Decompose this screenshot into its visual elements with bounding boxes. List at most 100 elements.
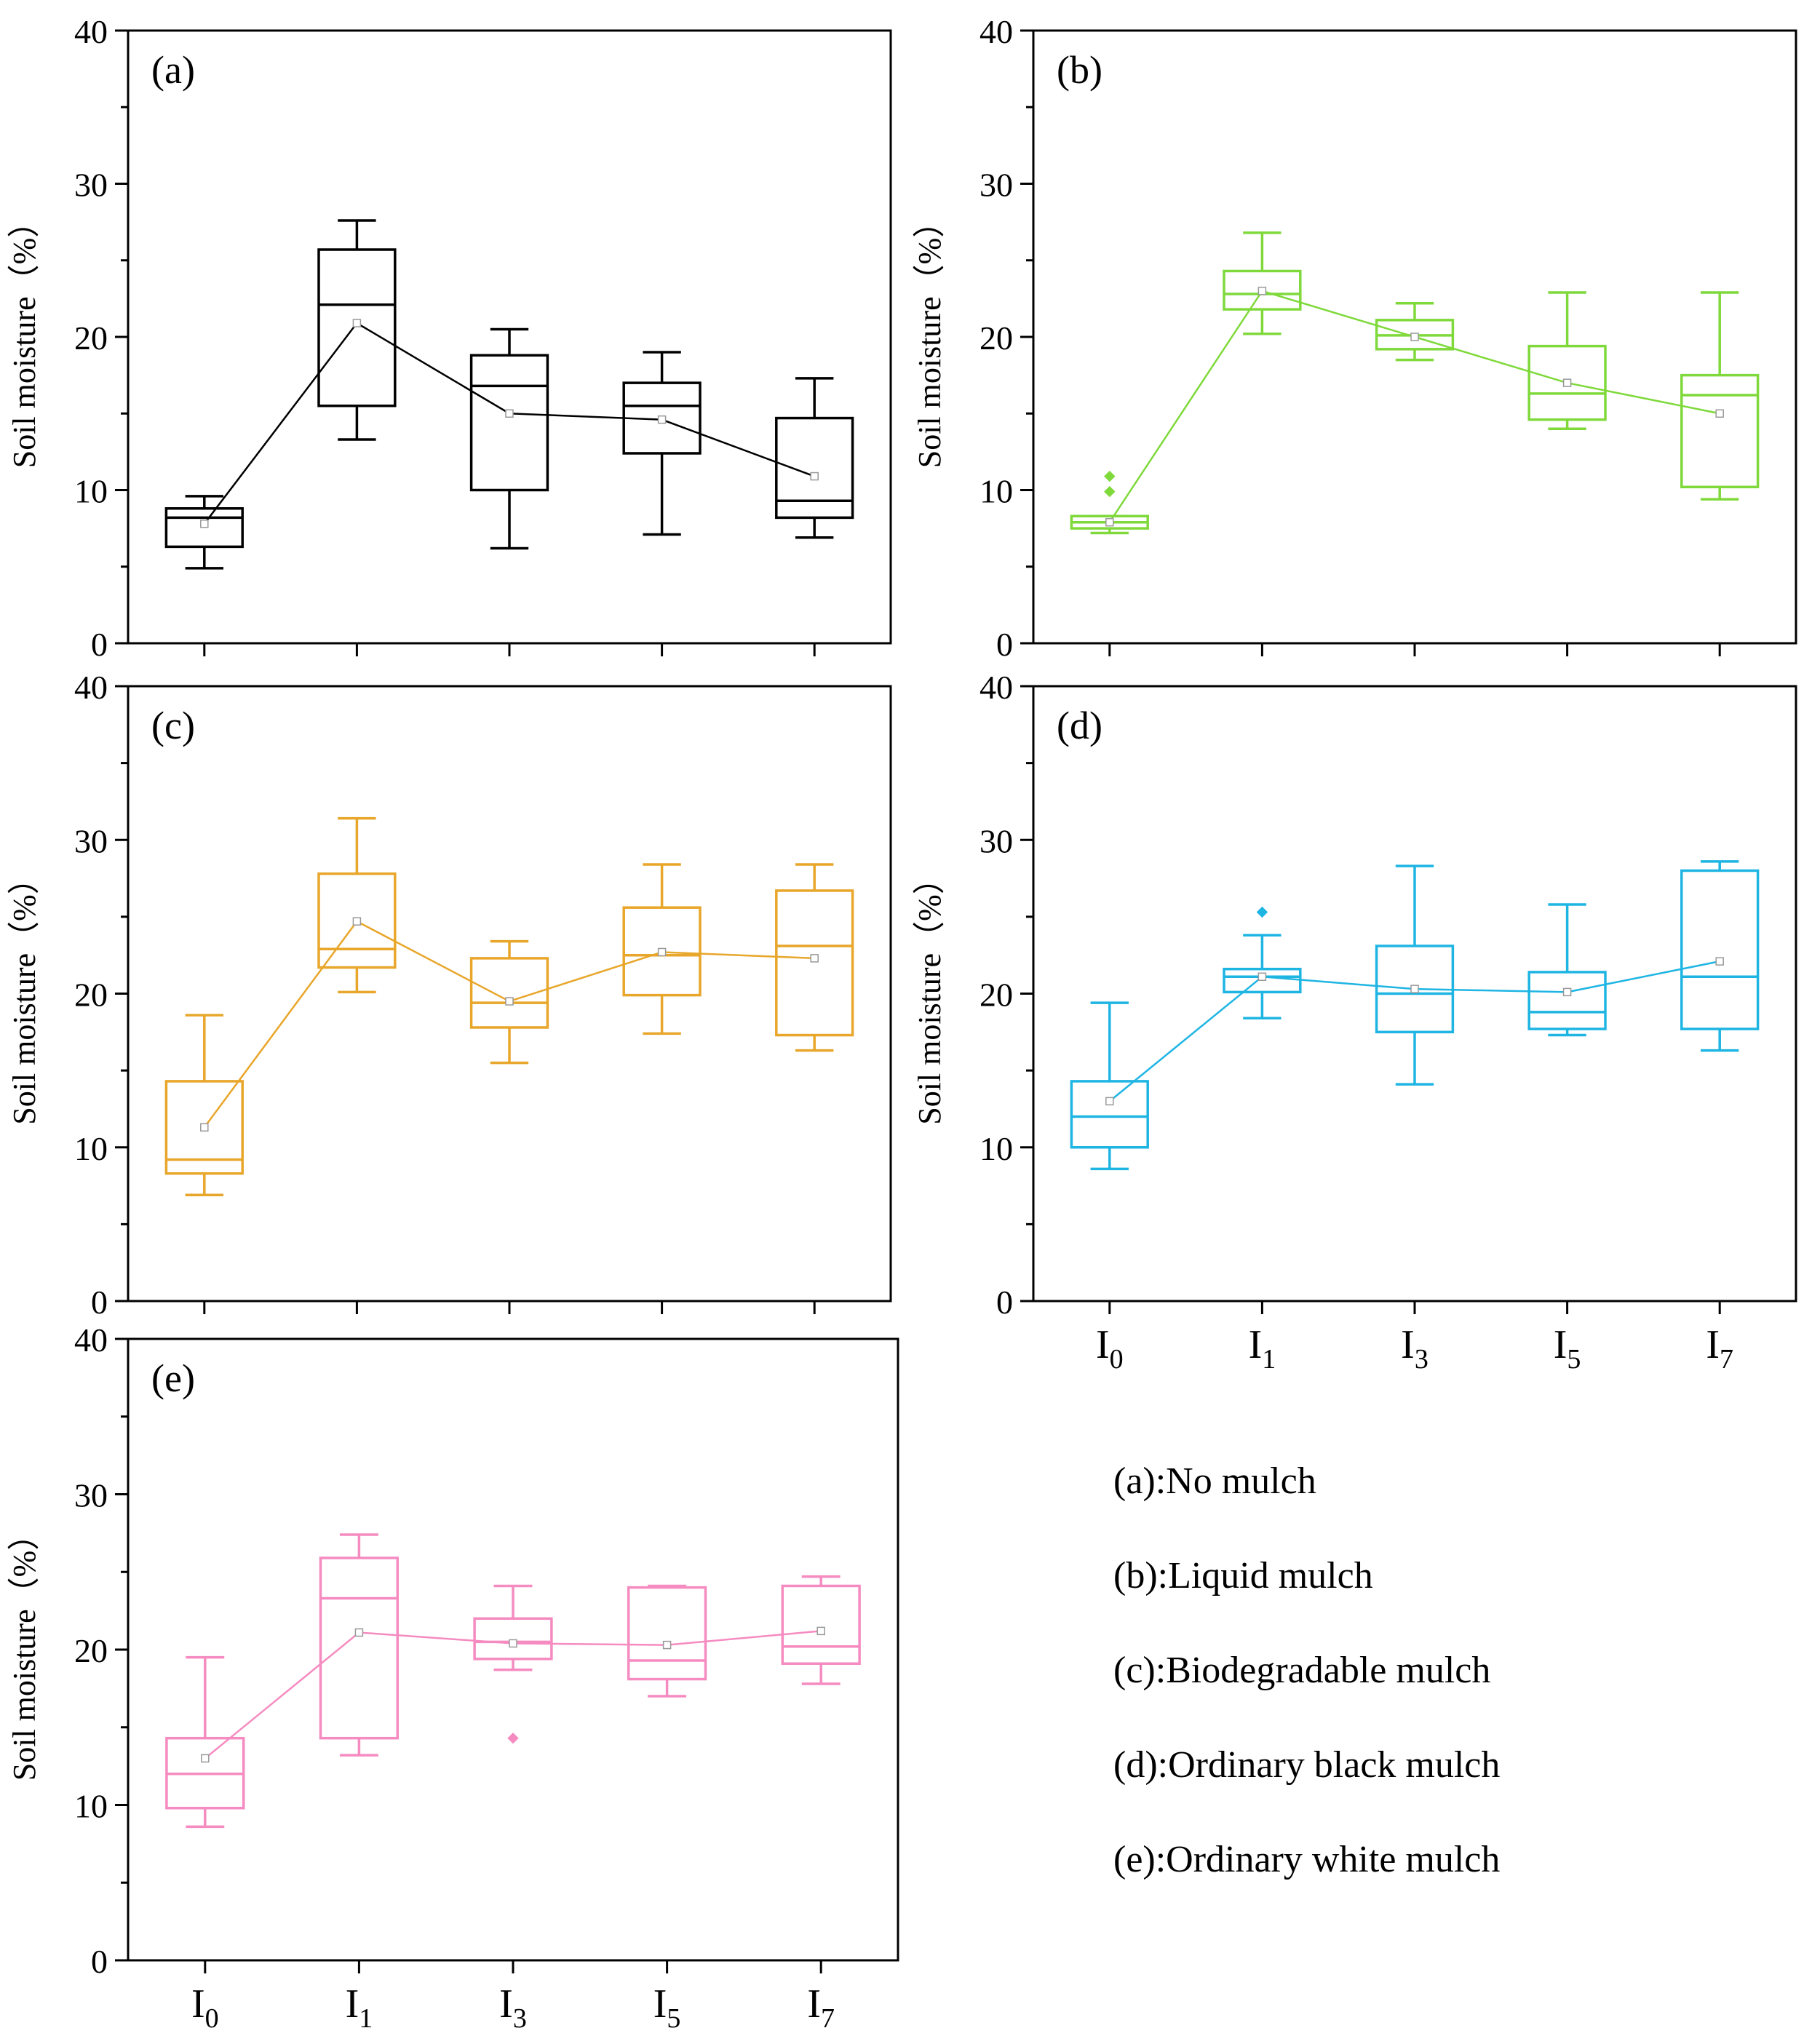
mean-marker — [1410, 333, 1419, 341]
box-d-4 — [1680, 860, 1760, 1052]
y-tick-label: 0 — [996, 626, 1013, 663]
outlier-point — [1104, 485, 1116, 498]
box-c-2 — [469, 939, 549, 1065]
y-tick-label: 30 — [74, 1477, 108, 1514]
panel-label-c: (c) — [151, 704, 195, 747]
y-tick-label: 40 — [979, 13, 1013, 50]
box-a-3 — [622, 351, 702, 536]
y-tick-label: 0 — [91, 626, 108, 663]
y-tick-label: 20 — [979, 977, 1013, 1014]
y-tick-label: 30 — [979, 822, 1013, 859]
mean-marker — [352, 917, 362, 926]
mean-marker — [810, 472, 819, 481]
mean-marker — [816, 1626, 825, 1636]
box-e-3 — [627, 1584, 707, 1698]
box-a-0 — [164, 495, 244, 570]
box-iqr — [1680, 373, 1760, 489]
box-e-0 — [165, 1655, 245, 1829]
mean-marker — [1410, 985, 1419, 993]
x-tick-label: I7 — [1706, 1322, 1733, 1375]
mean-marker — [1257, 287, 1267, 295]
mean-marker — [200, 1123, 209, 1132]
box-b-1 — [1223, 231, 1302, 335]
mean-marker — [354, 1628, 364, 1637]
mean-marker — [657, 415, 667, 424]
y-tick-label: 40 — [979, 669, 1013, 706]
box-iqr — [1680, 869, 1760, 1030]
box-iqr — [775, 416, 854, 520]
x-tick-label: I0 — [1096, 1322, 1124, 1375]
box-iqr — [775, 889, 854, 1037]
box-e-1 — [319, 1533, 400, 1757]
y-tick-label: 20 — [979, 319, 1013, 357]
x-tick-label: I3 — [1401, 1322, 1428, 1375]
outlier-point — [1104, 470, 1116, 482]
mean-marker — [1562, 378, 1572, 387]
y-axis-label: Soil moisture（%） — [7, 206, 42, 469]
y-tick-label: 0 — [91, 1284, 108, 1321]
x-tick-label: I0 — [191, 1981, 219, 2034]
box-iqr — [469, 957, 549, 1029]
panel-a: 0 10 20 30 40 Soil moisture（%） (a) — [7, 13, 892, 663]
mean-marker — [352, 319, 362, 327]
legend-item-b: (b):Liquid mulch — [1113, 1555, 1373, 1596]
y-tick-label: 0 — [91, 1943, 108, 1980]
box-a-2 — [469, 327, 549, 550]
y-axis-label: Soil moisture（%） — [7, 1519, 42, 1781]
box-a-4 — [775, 377, 854, 539]
y-tick-label: 40 — [74, 13, 108, 50]
mean-marker — [657, 947, 667, 957]
y-tick-label: 40 — [74, 1321, 108, 1359]
y-tick-label: 10 — [979, 473, 1013, 510]
box-d-2 — [1375, 864, 1455, 1086]
legend-item-a: (a):No mulch — [1113, 1460, 1316, 1502]
panel-e: 0 10 20 30 40 Soil moisture（%） I0 I1 I3 I5 I7 (e) — [7, 1321, 899, 2034]
outlier-point — [507, 1732, 519, 1744]
box-d-0 — [1070, 1001, 1149, 1171]
mean-marker — [1715, 957, 1724, 966]
y-tick-label: 20 — [74, 1632, 108, 1669]
box-iqr — [317, 248, 397, 407]
outlier-point — [1256, 906, 1268, 918]
panel-b: 0 10 20 30 40 Soil moisture（%） (b) — [912, 13, 1797, 663]
panel-label-e: (e) — [151, 1356, 195, 1400]
box-iqr — [1070, 1080, 1149, 1149]
box-c-1 — [317, 816, 397, 994]
box-e-2 — [473, 1584, 553, 1744]
x-tick-label: I5 — [1554, 1322, 1581, 1375]
legend: (a):No mulch (b):Liquid mulch (c):Biodeg… — [1113, 1463, 1768, 1936]
box-iqr — [164, 1080, 244, 1175]
box-a-1 — [317, 219, 397, 441]
mean-marker — [509, 1639, 517, 1648]
box-b-2 — [1375, 301, 1455, 362]
box-iqr — [781, 1584, 861, 1665]
legend-item-d: (d):Ordinary black mulch — [1113, 1744, 1501, 1786]
box-b-4 — [1680, 291, 1760, 501]
mean-marker — [1562, 987, 1572, 997]
y-axis-label: Soil moisture（%） — [7, 862, 42, 1125]
panel-c: 0 10 20 30 40 Soil moisture（%） (c) — [7, 669, 892, 1321]
box-d-3 — [1527, 903, 1607, 1037]
y-tick-label: 10 — [74, 1130, 108, 1167]
box-b-3 — [1527, 291, 1607, 431]
legend-item-e: (e):Ordinary white mulch — [1113, 1839, 1501, 1880]
x-tick-label: I3 — [499, 1981, 527, 2034]
y-tick-label: 20 — [74, 319, 108, 357]
mean-marker — [1105, 1097, 1114, 1106]
y-tick-label: 40 — [74, 669, 108, 706]
x-tick-label: I1 — [1249, 1322, 1276, 1375]
box-c-4 — [775, 863, 854, 1052]
box-iqr — [627, 1586, 707, 1681]
y-tick-label: 30 — [74, 822, 108, 859]
y-tick-label: 10 — [74, 473, 108, 510]
y-axis-label: Soil moisture（%） — [912, 206, 947, 469]
y-axis-label: Soil moisture（%） — [912, 862, 947, 1125]
panel-label-d: (d) — [1057, 704, 1102, 747]
y-tick-label: 10 — [979, 1130, 1013, 1167]
x-tick-label: I1 — [346, 1981, 373, 2034]
mean-marker — [1715, 409, 1724, 418]
box-iqr — [1527, 971, 1607, 1030]
mean-marker — [662, 1640, 672, 1650]
x-tick-label: I7 — [807, 1981, 835, 2034]
